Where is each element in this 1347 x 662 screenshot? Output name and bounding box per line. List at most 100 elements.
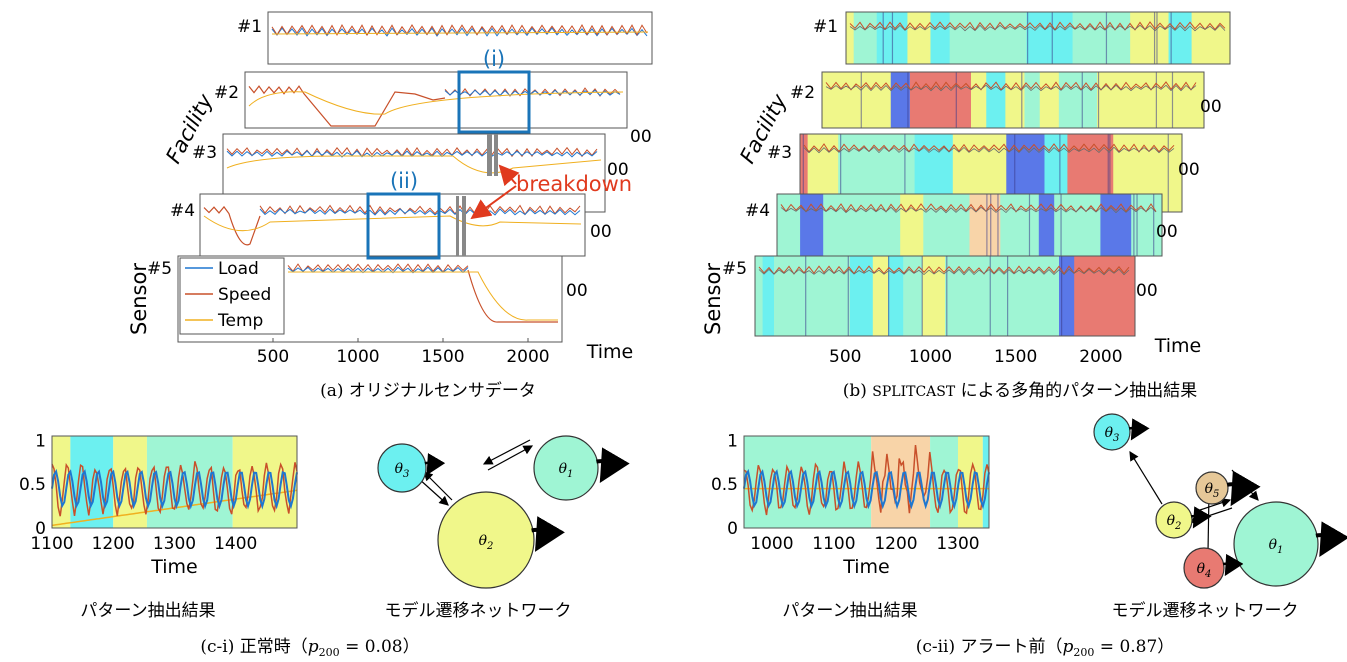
ci-segment [232,436,297,528]
cii-loop-3 [1128,418,1150,441]
panel-b-facility-label: #4 [745,201,770,221]
panel-a-x-tick-label: 2000 [506,347,549,367]
regime-stripe [1107,134,1109,212]
regime-segment [800,194,824,256]
regime-stripe [1061,256,1063,336]
load-line [444,89,621,97]
regime-stripe [1021,72,1023,128]
regime-stripe [840,134,842,212]
cii-y-tick-label: 0 [727,519,738,539]
panel-ci-caption: (c-i) 正常時（p200 = 0.08） [200,637,419,659]
regime-segment [850,256,874,336]
regime-stripe [986,194,988,256]
load-line [803,146,1175,154]
regime-segment [1044,134,1068,212]
panel-c-ii: 0 0.5 1 1000 1100 1200 1300 Time θ3 θ5 θ2 θ1 θ4 [711,413,1347,589]
breakdown-arrow [498,164,520,187]
cii-node-theta2: θ2 [1155,501,1193,539]
speed-line [226,146,598,158]
splitcast-name: SPLITCAST [872,384,956,400]
cii-segment [982,436,989,528]
ci-x-tick-label: 1400 [214,534,257,554]
regime-segment [909,72,972,128]
panel-a-frame [199,193,586,257]
cii-x-tick-label: 1000 [750,534,793,554]
panel-a-x-tick-label: 1500 [421,347,464,367]
speed-line [849,21,1226,31]
cii-node-theta1: θ1 [1233,501,1319,587]
load-line [259,208,581,216]
panel-cii-right-title: モデル遷移ネットワーク [1112,600,1299,621]
panel-a-x-tick-label: 1000 [336,347,379,367]
regime-stripe [891,12,894,64]
cii-node-theta2-circle [1155,501,1193,539]
ci-x-tick-label: 1200 [92,534,135,554]
regime-segment [1097,72,1205,128]
panel-cii-left-title: パターン抽出結果 [782,601,917,621]
regime-segment [1026,12,1074,64]
cii-node-theta2-label: θ2 [1167,513,1182,532]
regime-stripe [1109,134,1111,212]
regime-stripe [1167,134,1169,212]
ci-node-theta2: θ2 [437,491,535,589]
ci-y-tick-label: 0.5 [19,475,46,495]
breakdown-bar [456,196,459,256]
regime-segment [1191,12,1231,64]
panel-b-facility-4: #4 [745,193,1163,257]
regime-stripe [860,72,862,128]
ci-loop-2 [531,516,565,552]
regime-segment [1168,12,1193,64]
panel-a-facility-4: #4 [170,193,586,257]
cii-network: θ3 θ5 θ2 θ1 θ4 [1093,413,1347,589]
regime-segment [1005,72,1025,128]
cii-node-theta5-label: θ5 [1205,481,1220,500]
regime-stripe [1136,194,1138,256]
regime-stripe [1171,72,1174,128]
panel-a-facility-1: #1 [237,11,653,65]
regime-segment [1059,256,1075,336]
regime-segment [1100,194,1132,256]
ci-y-tick-label: 1 [35,431,46,451]
load-line [849,24,1226,32]
load-line [758,268,1130,276]
speed-line [780,203,1157,213]
speed-line [803,143,1175,153]
ci-node-theta3-label: θ3 [395,461,410,480]
temp-line [203,215,582,232]
cii-node-theta5-circle [1195,471,1229,505]
box-ii [366,192,441,260]
panel-a-facility-label: #2 [214,83,239,103]
regime-segment [822,72,892,128]
ci-node-theta1-label: θ1 [559,461,574,480]
regime-stripe [882,12,884,64]
cii-node-theta3-circle [1093,413,1131,451]
speed-line [287,263,469,273]
regime-segment [823,194,901,256]
panel-a-partial-tick: 00 [566,281,588,301]
regime-segment [888,256,904,336]
regime-stripe [1081,72,1083,128]
ci-x-tick-label: 1100 [30,534,73,554]
regime-segment [853,12,878,64]
panel-b-facility-label: #3 [767,143,792,163]
regime-stripe [907,72,909,128]
panel-b-frame-border [845,11,1231,65]
regime-stripe [1153,194,1155,256]
cii-node-theta1-label: θ1 [1269,537,1284,556]
ci-y-tick-label: 0 [35,519,46,539]
ci-edge-2-1 [487,445,534,471]
regime-stripe [1153,12,1156,64]
panel-ci-left-title: パターン抽出結果 [80,601,215,621]
panel-b-partial-tick: 00 [1178,160,1200,180]
panel-a-caption: (a) オリジナルセンサデータ [320,380,536,401]
ci-loop-1 [596,447,630,484]
regime-stripe [1059,134,1061,212]
regime-stripe [1051,12,1053,64]
regime-segment [872,256,889,336]
breakdown-bar [494,134,498,176]
panel-b-facility-5: #5 [722,255,1136,337]
ci-node-theta2-circle [437,491,535,589]
panel-cii-caption: (c-ii) アラート前（p200 = 0.87） [916,637,1175,659]
speed-line [271,23,648,37]
